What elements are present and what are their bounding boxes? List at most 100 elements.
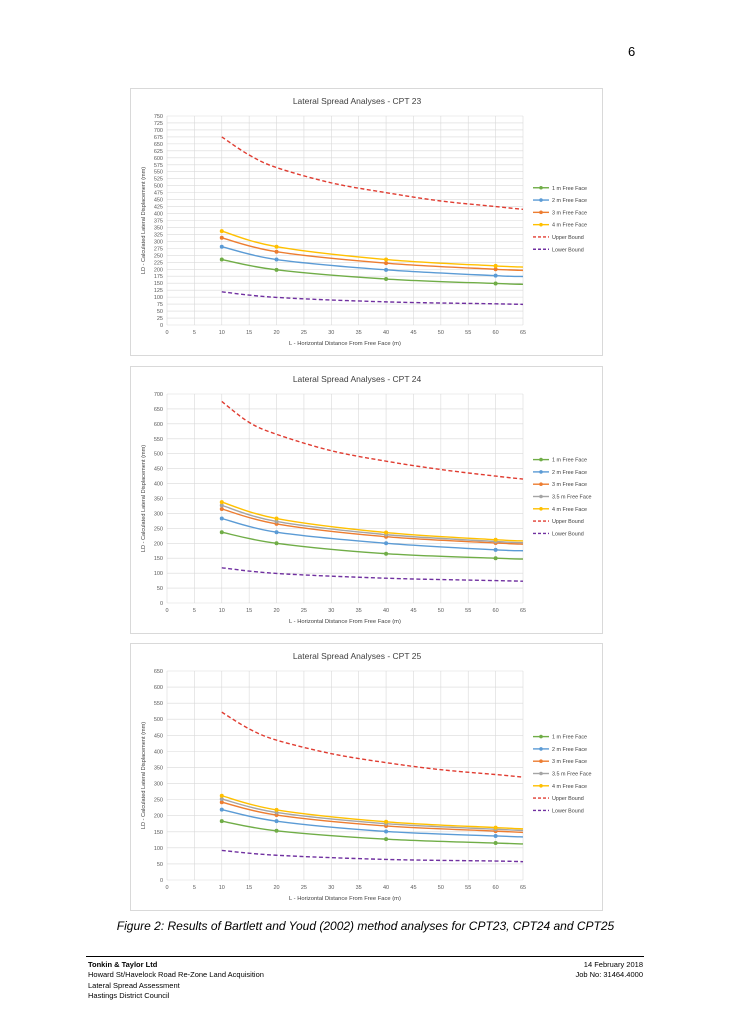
legend-marker [539, 734, 543, 739]
legend-marker [539, 507, 543, 511]
footer-client: Hastings District Council [88, 991, 170, 1001]
data-point [219, 244, 224, 249]
legend-marker [539, 210, 543, 215]
footer-left: Tonkin & Taylor Ltd Howard St/Havelock R… [88, 960, 264, 1002]
data-point [493, 556, 498, 561]
y-tick-label: 750 [154, 114, 163, 120]
y-tick-label: 725 [154, 121, 163, 127]
legend-label: 4 m Free Face [552, 784, 587, 790]
data-point [384, 541, 389, 546]
y-axis-label: LD - Calculated Lateral Displacement (mm… [141, 167, 147, 274]
data-point [274, 516, 279, 521]
data-point [493, 825, 498, 830]
data-point [219, 257, 224, 262]
y-tick-label: 600 [154, 156, 163, 162]
y-tick-label: 400 [154, 482, 163, 488]
legend-label: 1 m Free Face [552, 458, 587, 464]
y-tick-label: 250 [154, 253, 163, 259]
legend: 1 m Free Face 2 m Free Face 3 m Free Face 4… [533, 186, 587, 253]
data-point [384, 551, 389, 556]
y-tick-label: 425 [154, 205, 163, 211]
series-group [219, 400, 524, 582]
chart-cpt25: Lateral Spread Analyses - CPT 25 0 50 100 15… [130, 643, 603, 911]
y-tick-label: 600 [154, 685, 163, 691]
x-tick-label: 30 [328, 885, 334, 891]
x-tick-label: 55 [465, 885, 471, 891]
data-point [219, 229, 224, 234]
x-axis-label: L - Horizontal Distance From Free Face (… [289, 896, 401, 902]
data-point [274, 519, 279, 524]
y-tick-label: 200 [154, 814, 163, 820]
legend-label: 4 m Free Face [552, 507, 587, 513]
legend-label: Upper Bound [552, 235, 584, 241]
x-tick-label: 20 [273, 885, 279, 891]
legend-label: Lower Bound [552, 808, 584, 814]
data-point [493, 537, 498, 542]
y-tick-label: 550 [154, 437, 163, 443]
y-tick-label: 500 [154, 717, 163, 723]
legend-marker [539, 457, 543, 462]
x-tick-label: 5 [193, 608, 196, 614]
data-point [219, 530, 224, 535]
y-tick-label: 450 [154, 198, 163, 204]
y-tick-label: 150 [154, 556, 163, 562]
legend-label: 3 m Free Face [552, 759, 587, 765]
footer-divider [86, 956, 644, 957]
data-point [384, 267, 389, 272]
data-point [493, 841, 498, 846]
y-axis-label: LD - Calculated Lateral Displacement (mm… [141, 445, 147, 552]
y-tick-label: 200 [154, 541, 163, 547]
x-axis-label: L - Horizontal Distance From Free Face (… [289, 619, 401, 625]
y-tick-label: 300 [154, 782, 163, 788]
legend-label: Lower Bound [552, 247, 584, 253]
series-line [221, 531, 524, 560]
data-point [219, 800, 224, 805]
data-point [274, 257, 279, 262]
y-tick-label: 50 [157, 309, 163, 315]
y-tick-label: 550 [154, 170, 163, 176]
series-line [221, 567, 524, 582]
series-line [221, 795, 524, 830]
footer-company: Tonkin & Taylor Ltd [88, 960, 158, 969]
data-point [493, 263, 498, 268]
data-point [384, 257, 389, 262]
y-tick-label: 650 [154, 142, 163, 148]
y-tick-label: 625 [154, 149, 163, 155]
y-tick-label: 500 [154, 184, 163, 190]
y-tick-label: 300 [154, 511, 163, 517]
chart-svg: Lateral Spread Analyses - CPT 2505010015… [141, 651, 592, 902]
data-point [493, 267, 498, 272]
data-point [274, 530, 279, 535]
x-tick-label: 65 [520, 608, 526, 614]
legend-label: 1 m Free Face [552, 186, 587, 192]
x-tick-label: 5 [193, 330, 196, 336]
series-line [221, 258, 524, 286]
y-tick-label: 175 [154, 274, 163, 280]
y-tick-label: 125 [154, 288, 163, 294]
y-tick-label: 450 [154, 733, 163, 739]
chart-cpt23: Lateral Spread Analyses - CPT 23 0 25 50 75 1… [130, 88, 603, 356]
chart-title: Lateral Spread Analyses - CPT 24 [293, 374, 422, 384]
legend-marker [539, 747, 543, 751]
x-tick-label: 0 [165, 330, 168, 336]
legend: 1 m Free Face 2 m Free Face 3 m Free Face 3… [533, 457, 592, 537]
x-tick-label: 55 [465, 608, 471, 614]
y-tick-label: 225 [154, 260, 163, 266]
x-tick-label: 60 [493, 885, 499, 891]
x-tick-label: 25 [301, 885, 307, 891]
legend-marker [539, 784, 543, 788]
x-tick-label: 50 [438, 885, 444, 891]
data-point [219, 235, 224, 240]
y-tick-label: 475 [154, 191, 163, 197]
x-tick-label: 0 [165, 608, 168, 614]
x-grid: 0 5 10 15 20 25 30 35 40 45 50 55 60 65 [165, 671, 526, 891]
series-line [221, 517, 524, 552]
data-point [219, 796, 224, 801]
y-tick-label: 100 [154, 846, 163, 852]
y-tick-label: 675 [154, 135, 163, 141]
x-tick-label: 10 [219, 608, 225, 614]
page-number: 6 [628, 44, 636, 59]
y-tick-label: 150 [154, 281, 163, 287]
x-tick-label: 45 [410, 608, 416, 614]
series-group [219, 136, 524, 306]
